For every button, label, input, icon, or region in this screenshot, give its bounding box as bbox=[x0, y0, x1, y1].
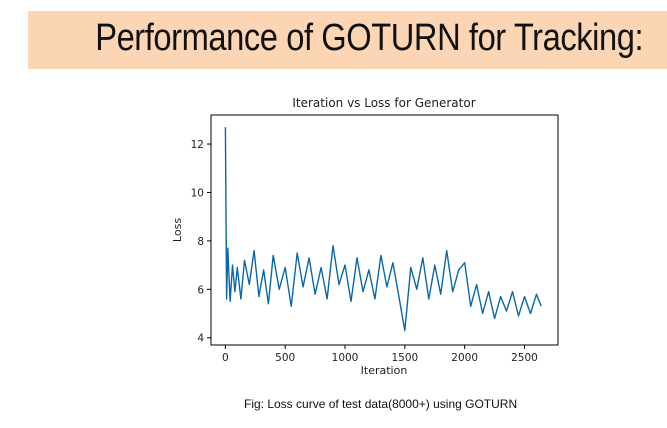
y-tick-label: 8 bbox=[197, 236, 204, 248]
y-axis-label: Loss bbox=[171, 218, 184, 242]
axes-frame bbox=[210, 114, 559, 346]
loss-series-line bbox=[224, 127, 542, 332]
x-tick-label: 1500 bbox=[391, 352, 418, 364]
chart-title: Iteration vs Loss for Generator bbox=[292, 96, 475, 110]
x-tick-label: 0 bbox=[222, 352, 229, 364]
y-axis: 4 6 8 10 12 bbox=[191, 139, 211, 345]
x-tick-label: 1000 bbox=[332, 352, 359, 364]
x-axis-label: Iteration bbox=[361, 364, 408, 377]
plot-area bbox=[224, 127, 542, 332]
slide-title: Performance of GOTURN for Tracking: bbox=[95, 17, 643, 59]
loss-chart: Iteration vs Loss for Generator 0 500 1000… bbox=[171, 96, 559, 377]
y-tick-label: 12 bbox=[191, 139, 204, 151]
y-tick-label: 6 bbox=[197, 284, 204, 296]
x-tick-label: 500 bbox=[275, 352, 295, 364]
x-tick-label: 2500 bbox=[511, 352, 538, 364]
y-tick-label: 10 bbox=[191, 187, 204, 199]
x-tick-label: 2000 bbox=[451, 352, 478, 364]
y-tick-label: 4 bbox=[197, 333, 204, 345]
figure-caption: Fig: Loss curve of test data(8000+) usin… bbox=[244, 397, 518, 411]
x-axis: 0 500 1000 1500 2000 2500 bbox=[222, 345, 538, 364]
title-band: Performance of GOTURN for Tracking: bbox=[28, 11, 667, 69]
